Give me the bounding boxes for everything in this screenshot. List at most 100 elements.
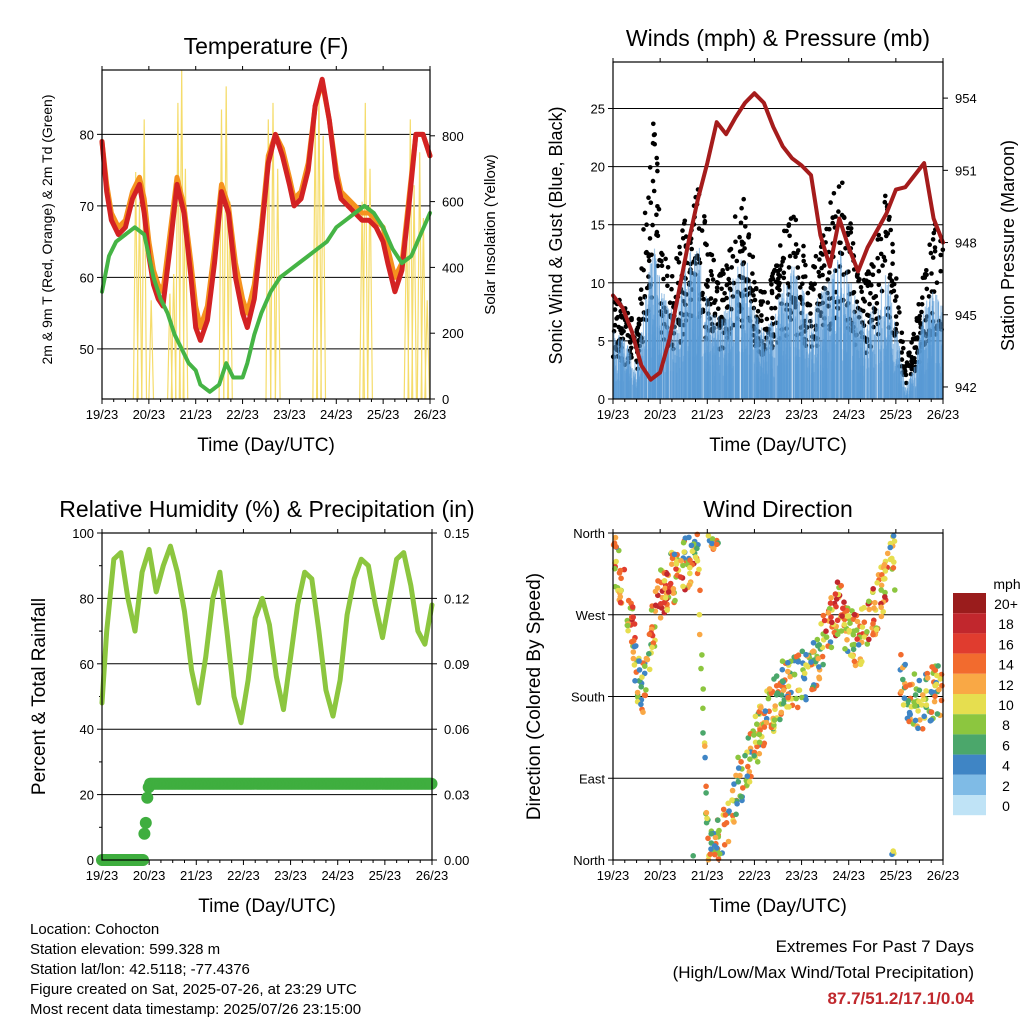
direction-point [820,612,827,619]
direction-point [735,754,741,761]
direction-point [880,608,886,615]
direction-point [936,686,942,693]
direction-point [785,683,792,690]
gust-point [828,200,833,205]
gust-point [805,290,811,296]
direction-point [642,663,648,669]
extremes-values: 87.7/51.2/17.1/0.04 [827,989,974,1008]
y-tick-label: 50 [80,342,94,357]
gust-point [655,233,661,239]
direction-point [874,580,880,586]
direction-point [652,602,659,609]
direction-point [861,619,868,625]
gust-point [652,141,657,147]
direction-point [828,644,835,651]
y-tick-label: 20 [80,788,94,803]
direction-point [825,610,832,616]
gust-point [758,289,763,294]
x-tick-label: 21/23 [179,407,212,422]
direction-point [700,730,706,736]
panel-winds: 0 5 10 15 20 25 19/23 20/23 21/23 22/23 23/23 24/23… [546,25,1018,456]
direction-point [686,582,693,588]
direction-point [928,709,935,715]
direction-point [866,606,872,613]
direction-point [839,613,845,619]
y-tick-label: 80 [80,127,94,142]
direction-point [815,655,821,662]
direction-point [714,541,720,548]
direction-point [646,666,653,673]
direction-point [810,648,817,654]
plot-border [101,532,433,861]
gust-point [910,360,915,366]
direction-point [672,597,678,604]
x-tick-label: 24/23 [832,868,865,883]
y-tick-label: 100 [72,526,94,541]
direction-point [919,726,926,732]
direction-point [696,631,703,638]
y-tick-label: 25 [591,101,605,116]
chart-title: Winds (mph) & Pressure (mb) [626,25,930,51]
y-right-tick-label: 0.15 [444,526,469,541]
gust-point [701,296,707,302]
x-tick-label: 26/23 [927,407,960,422]
gust-point [703,282,709,288]
direction-point [682,535,689,541]
direction-point [664,571,670,577]
direction-point [931,698,938,705]
direction-point [851,611,858,618]
x-tick-label: 22/23 [226,407,259,422]
solar-spike [411,185,417,400]
gust-point [803,262,808,268]
gust-point [715,322,720,327]
legend-swatch [953,593,986,614]
solar-spike [367,168,373,400]
gust-point [647,236,653,241]
gust-point [647,165,653,170]
gust-point [927,242,932,247]
direction-point [844,613,850,619]
direction-point [771,676,777,682]
x-axis-label: Time (Day/UTC) [198,896,336,917]
gust-point [827,270,832,275]
gust-point [677,244,682,250]
direction-point [838,582,844,589]
gust-point [676,260,682,265]
gust-point [876,268,882,274]
gust-point [770,315,775,321]
gust-point [710,277,716,282]
y-right-axis-label: Solar Insolation (Yellow) [482,154,499,314]
gust-point [724,305,730,310]
direction-point [688,542,695,549]
y-tick-label: 80 [80,591,94,606]
gust-point [667,300,673,306]
solar-spike [424,300,431,400]
direction-point [878,582,885,589]
direction-point [793,695,799,702]
direction-point [738,794,745,800]
direction-point [937,676,944,682]
gust-point [638,296,643,302]
gust-point [719,286,724,292]
solar-spike [362,102,369,400]
y-tick-label: 0 [87,853,94,868]
gust-point [750,254,756,260]
gust-point [878,236,884,242]
y-tick-label: 60 [80,657,94,672]
gust-point [732,214,738,219]
y-right-tick-label: 948 [955,236,977,251]
direction-point [923,688,929,694]
gust-point [774,263,779,269]
gust-point [614,316,619,321]
gust-point [793,254,798,259]
direction-point [702,743,708,749]
direction-point [850,646,857,653]
direction-point [829,619,835,626]
gust-point [890,261,895,267]
y-right-tick-label: 0.03 [444,788,469,803]
direction-point [924,675,931,681]
direction-point [729,787,736,794]
gust-point [837,240,842,245]
direction-point [890,848,896,854]
direction-point [870,621,876,627]
